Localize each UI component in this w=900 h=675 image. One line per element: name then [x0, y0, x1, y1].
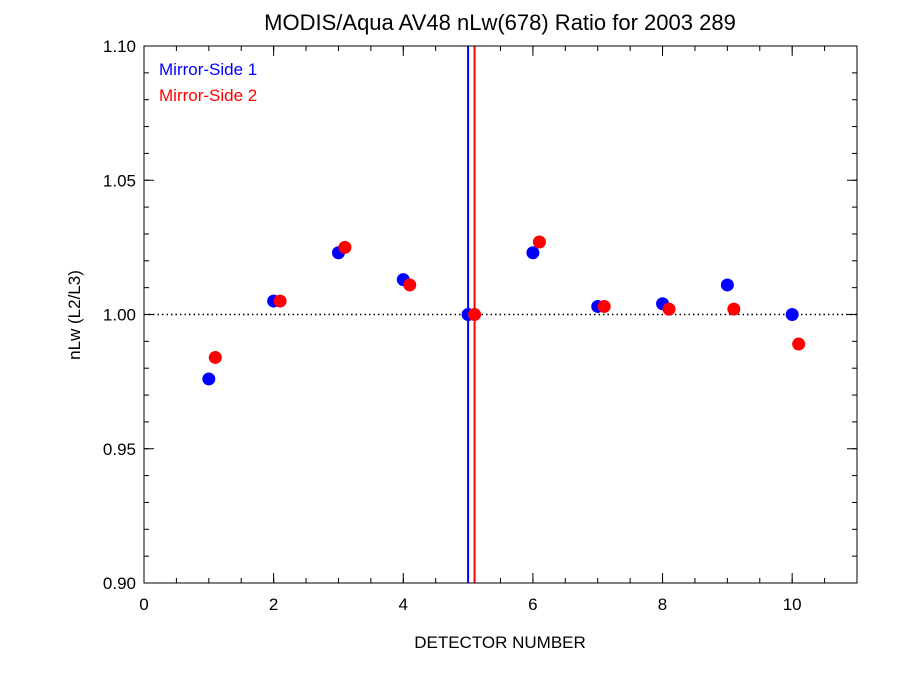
y-tick-label: 1.00 [103, 306, 136, 325]
legend-mirror-side-1: Mirror-Side 1 [159, 60, 257, 79]
x-tick-label: 2 [269, 595, 278, 614]
point-mirror-side-2 [273, 294, 287, 308]
y-tick-label: 0.95 [103, 440, 136, 459]
point-mirror-side-1 [202, 372, 216, 386]
x-tick-label: 6 [528, 595, 537, 614]
plot-frame [143, 45, 858, 584]
data-points [202, 235, 806, 386]
y-axis-label: nLw (L2/L3) [65, 270, 84, 360]
chart-title: MODIS/Aqua AV48 nLw(678) Ratio for 2003 … [264, 10, 736, 35]
y-tick-labels: 0.90 0.95 1.00 1.05 1.10 [103, 37, 136, 593]
point-mirror-side-1 [526, 246, 540, 260]
point-mirror-side-2 [468, 308, 482, 321]
y-tick-label: 1.05 [103, 171, 136, 190]
point-mirror-side-2 [727, 302, 741, 316]
point-mirror-side-2 [403, 278, 417, 292]
y-tick-label: 0.90 [103, 574, 136, 593]
point-mirror-side-2 [208, 350, 222, 364]
x-axis-label: DETECTOR NUMBER [414, 633, 586, 652]
y-tick-label: 1.10 [103, 37, 136, 56]
x-tick-labels: 0 2 4 6 8 10 [139, 595, 801, 614]
x-tick-label: 10 [783, 595, 802, 614]
x-tick-label: 8 [658, 595, 667, 614]
x-tick-label: 0 [139, 595, 148, 614]
legend-mirror-side-2: Mirror-Side 2 [159, 86, 257, 105]
x-tick-label: 4 [399, 595, 408, 614]
point-mirror-side-2 [338, 240, 352, 254]
point-mirror-side-2 [532, 235, 546, 249]
point-mirror-side-1 [785, 308, 799, 321]
point-mirror-side-2 [792, 337, 806, 351]
point-mirror-side-1 [720, 278, 734, 292]
point-mirror-side-2 [662, 302, 676, 316]
point-mirror-side-2 [597, 299, 611, 313]
minor-ticks [143, 45, 858, 584]
